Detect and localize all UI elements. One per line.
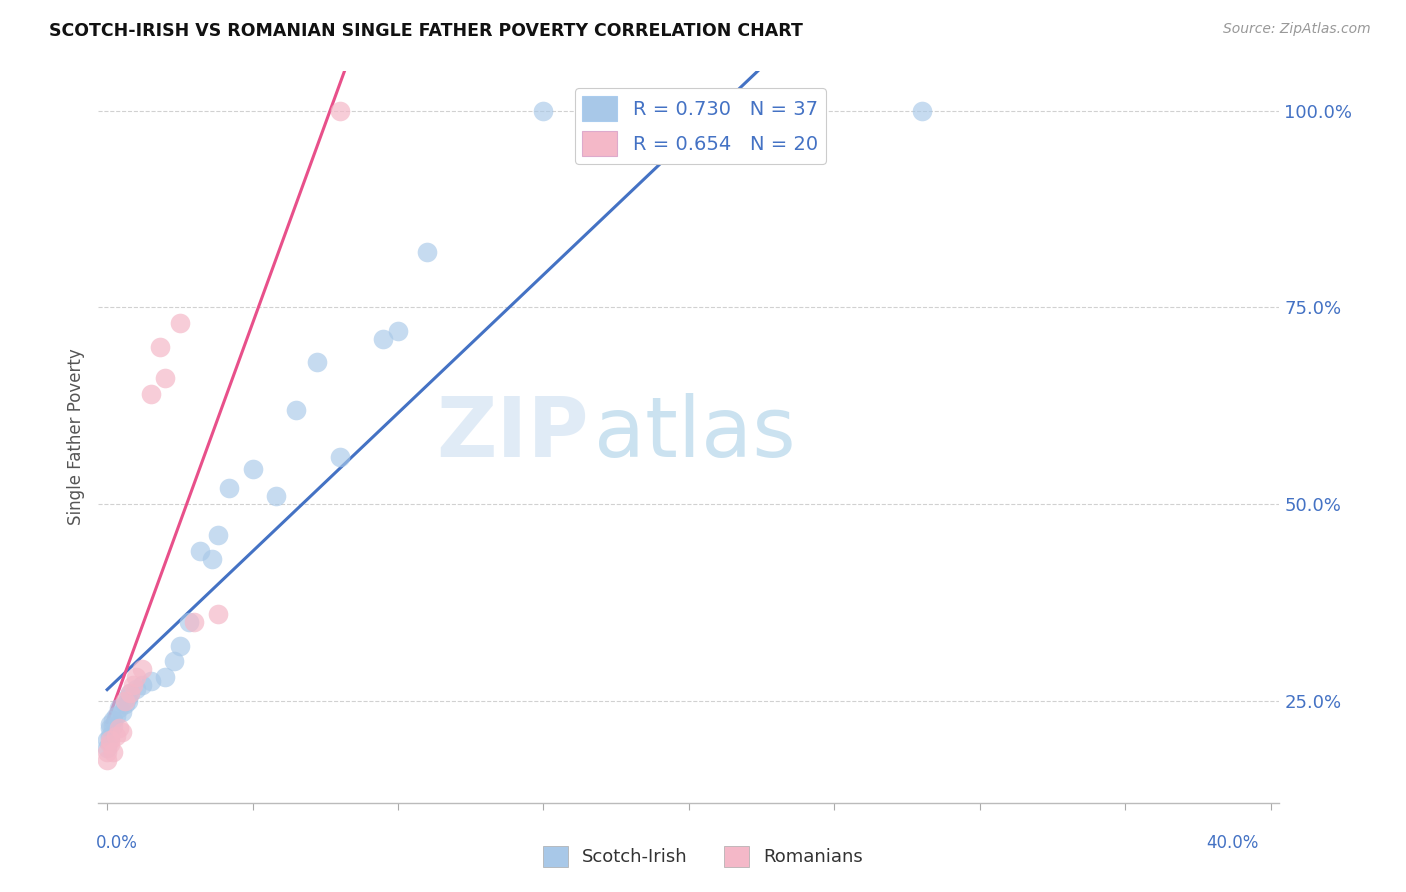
Point <box>120 686 142 700</box>
Point <box>188 544 211 558</box>
Text: ZIP: ZIP <box>436 392 589 474</box>
Point <box>122 678 145 692</box>
Point <box>107 701 129 715</box>
Point <box>148 340 170 354</box>
Point <box>96 745 118 759</box>
Text: SCOTCH-IRISH VS ROMANIAN SINGLE FATHER POVERTY CORRELATION CHART: SCOTCH-IRISH VS ROMANIAN SINGLE FATHER P… <box>49 22 803 40</box>
Point <box>207 607 229 621</box>
Legend: Scotch-Irish, Romanians: Scotch-Irish, Romanians <box>536 838 870 874</box>
Point <box>183 615 205 629</box>
Point <box>329 450 352 464</box>
Point <box>794 103 817 118</box>
Text: 40.0%: 40.0% <box>1206 834 1258 852</box>
Point <box>98 717 121 731</box>
Point <box>98 732 121 747</box>
Point <box>131 662 153 676</box>
Point <box>285 402 308 417</box>
Point <box>125 681 148 696</box>
Point <box>98 729 121 743</box>
Point <box>305 355 328 369</box>
Point <box>114 693 136 707</box>
Point <box>155 371 177 385</box>
Point <box>218 481 240 495</box>
Point <box>329 103 352 118</box>
Point <box>107 721 129 735</box>
Point <box>139 387 162 401</box>
Point <box>264 489 287 503</box>
Point <box>242 461 264 475</box>
Point <box>125 670 148 684</box>
Point <box>96 732 118 747</box>
Point <box>117 693 139 707</box>
Point <box>101 745 124 759</box>
Point <box>163 654 186 668</box>
Point <box>96 740 118 755</box>
Text: Source: ZipAtlas.com: Source: ZipAtlas.com <box>1223 22 1371 37</box>
Point <box>98 737 121 751</box>
Point <box>111 706 134 720</box>
Point <box>104 709 127 723</box>
Point <box>201 552 224 566</box>
Point <box>131 678 153 692</box>
Point <box>155 670 177 684</box>
Point <box>911 103 934 118</box>
Point <box>207 528 229 542</box>
Point <box>139 673 162 688</box>
Point <box>533 103 555 118</box>
Text: atlas: atlas <box>595 392 796 474</box>
Point <box>735 103 758 118</box>
Point <box>101 719 124 733</box>
Point <box>387 324 409 338</box>
Point <box>111 725 134 739</box>
Point <box>101 713 124 727</box>
Point <box>104 729 127 743</box>
Point <box>416 245 439 260</box>
Point <box>120 686 142 700</box>
Point <box>98 721 121 735</box>
Point <box>373 332 395 346</box>
Point <box>96 753 118 767</box>
Point <box>177 615 200 629</box>
Point <box>117 690 139 704</box>
Legend: R = 0.730   N = 37, R = 0.654   N = 20: R = 0.730 N = 37, R = 0.654 N = 20 <box>575 88 825 163</box>
Text: 0.0%: 0.0% <box>96 834 138 852</box>
Point <box>169 639 191 653</box>
Y-axis label: Single Father Poverty: Single Father Poverty <box>67 349 86 525</box>
Point <box>114 698 136 712</box>
Point <box>169 316 191 330</box>
